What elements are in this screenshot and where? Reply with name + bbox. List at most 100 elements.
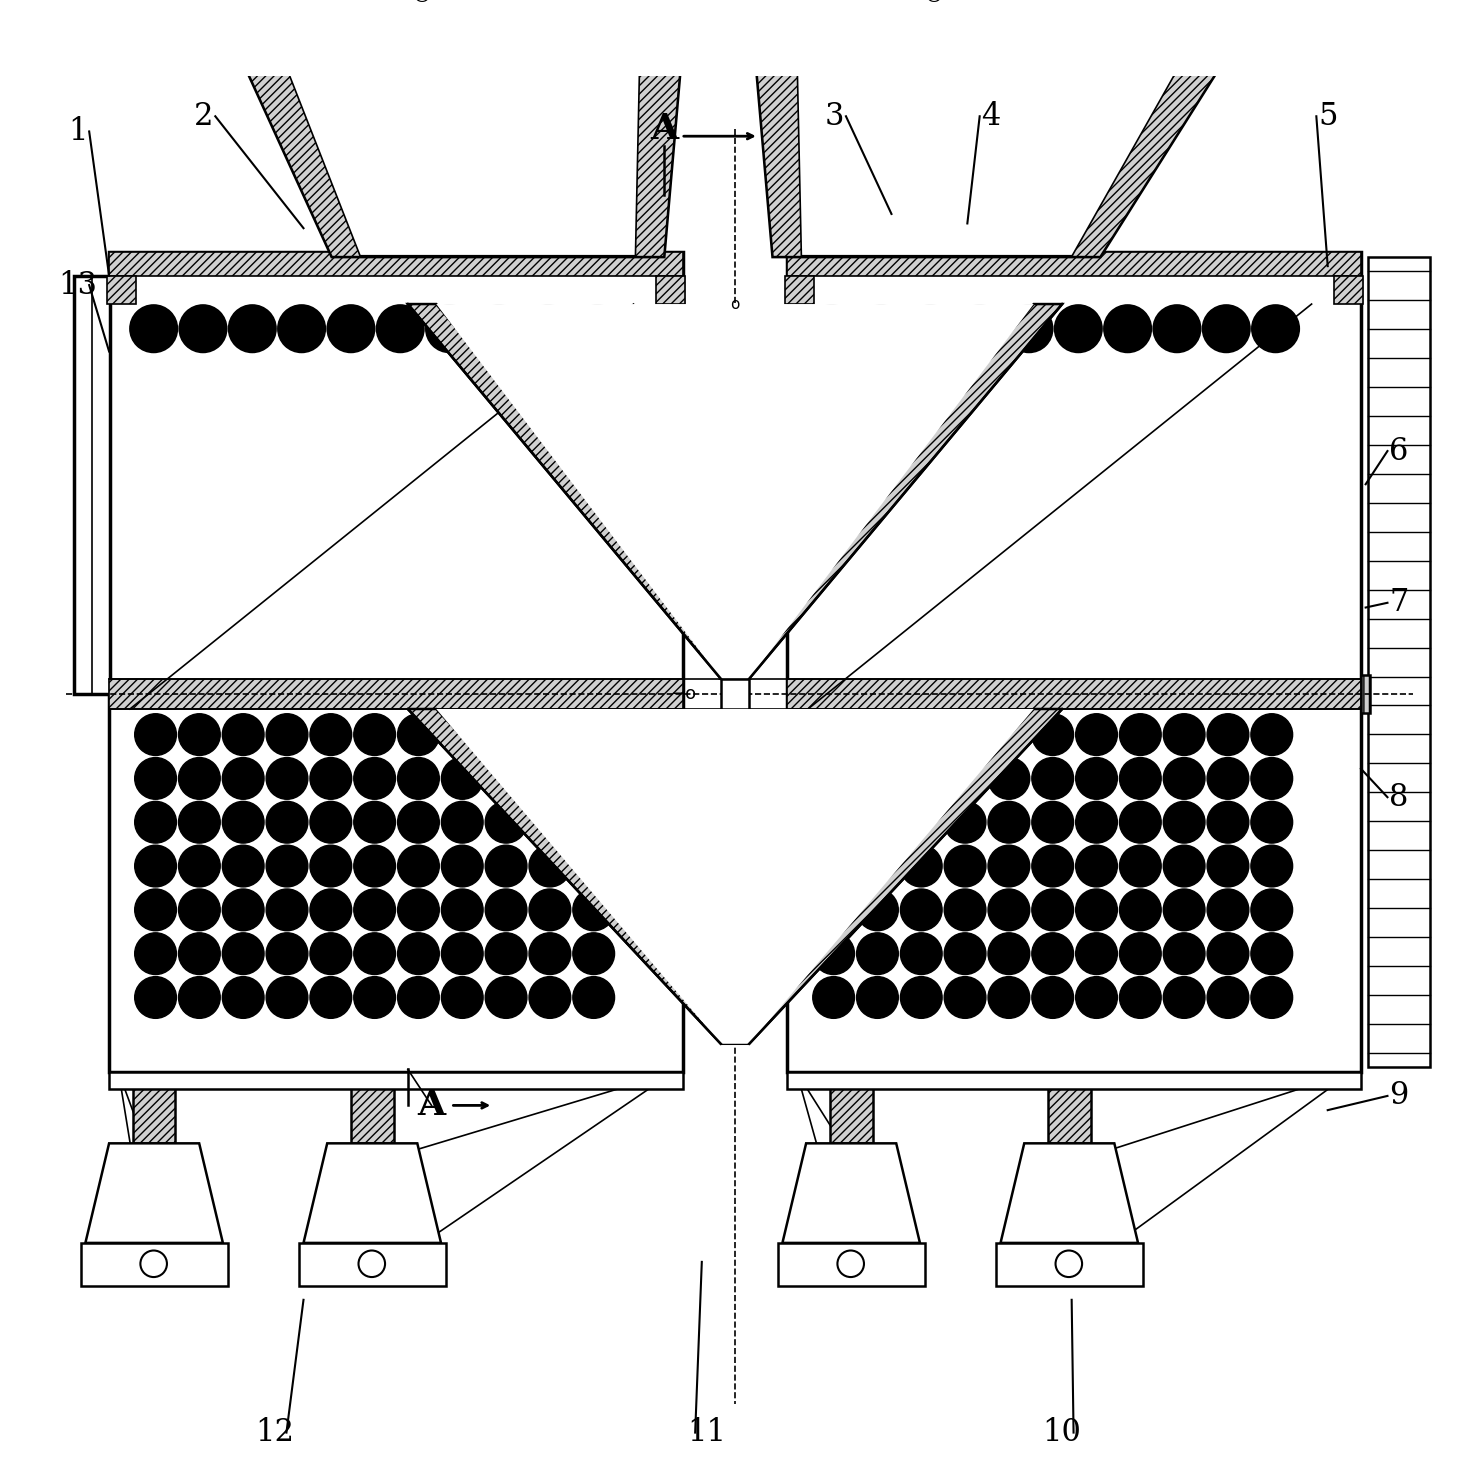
Circle shape [266, 845, 307, 887]
Circle shape [573, 801, 614, 844]
Circle shape [944, 889, 986, 931]
Circle shape [1032, 845, 1073, 887]
Circle shape [988, 932, 1030, 974]
Circle shape [354, 758, 395, 799]
Bar [351, 1072, 394, 1144]
Circle shape [1163, 977, 1205, 1018]
Polygon shape [407, 709, 750, 1043]
Circle shape [397, 801, 440, 844]
Circle shape [529, 713, 570, 755]
Circle shape [1076, 977, 1117, 1018]
Bar [786, 252, 1361, 275]
Bar [863, 0, 1005, 30]
Circle shape [988, 845, 1030, 887]
Circle shape [901, 889, 942, 931]
Circle shape [178, 801, 220, 844]
Circle shape [1076, 713, 1117, 755]
Circle shape [988, 758, 1030, 799]
Circle shape [901, 758, 942, 799]
Circle shape [397, 758, 440, 799]
Circle shape [901, 713, 942, 755]
Circle shape [441, 713, 484, 755]
Circle shape [1251, 801, 1292, 844]
Circle shape [1120, 713, 1161, 755]
Circle shape [901, 932, 942, 974]
Circle shape [813, 758, 854, 799]
Circle shape [310, 801, 351, 844]
Circle shape [857, 305, 904, 352]
Text: 7: 7 [1389, 588, 1408, 619]
Bar [1335, 275, 1363, 303]
Circle shape [228, 305, 276, 352]
Circle shape [1120, 845, 1161, 887]
Circle shape [222, 845, 265, 887]
Circle shape [857, 977, 898, 1018]
Circle shape [1032, 713, 1073, 755]
Circle shape [1163, 801, 1205, 844]
Circle shape [573, 889, 614, 931]
Polygon shape [754, 38, 801, 256]
Circle shape [944, 977, 986, 1018]
Text: 12: 12 [256, 1416, 294, 1447]
Circle shape [397, 932, 440, 974]
Circle shape [178, 845, 220, 887]
Bar [778, 1243, 925, 1286]
Circle shape [178, 932, 220, 974]
Circle shape [944, 845, 986, 887]
Circle shape [1207, 977, 1250, 1018]
Circle shape [135, 713, 176, 755]
Circle shape [179, 305, 226, 352]
Bar [298, 1243, 445, 1286]
Circle shape [1163, 845, 1205, 887]
Polygon shape [635, 38, 684, 256]
Circle shape [901, 845, 942, 887]
Circle shape [266, 977, 307, 1018]
Circle shape [1251, 758, 1292, 799]
Circle shape [813, 801, 854, 844]
Circle shape [1076, 845, 1117, 887]
Polygon shape [1001, 1144, 1138, 1243]
Circle shape [485, 845, 526, 887]
Circle shape [1076, 801, 1117, 844]
Circle shape [328, 305, 375, 352]
Circle shape [907, 305, 954, 352]
Text: −o: −o [670, 685, 695, 703]
Polygon shape [782, 1144, 920, 1243]
Circle shape [441, 845, 484, 887]
Circle shape [485, 758, 526, 799]
Circle shape [178, 758, 220, 799]
Circle shape [1163, 713, 1205, 755]
Bar [995, 1243, 1142, 1286]
Circle shape [944, 801, 986, 844]
Circle shape [222, 932, 265, 974]
Text: 9: 9 [1389, 1080, 1408, 1111]
Bar [1369, 256, 1430, 1067]
Circle shape [475, 305, 522, 352]
Bar [831, 1072, 873, 1144]
Circle shape [1076, 932, 1117, 974]
Circle shape [376, 305, 423, 352]
Circle shape [529, 932, 570, 974]
Circle shape [310, 845, 351, 887]
Bar [107, 275, 135, 303]
Circle shape [1032, 977, 1073, 1018]
Circle shape [310, 713, 351, 755]
Circle shape [857, 845, 898, 887]
Circle shape [988, 801, 1030, 844]
Circle shape [485, 713, 526, 755]
Circle shape [426, 305, 473, 352]
Circle shape [222, 977, 265, 1018]
Circle shape [1154, 305, 1201, 352]
Circle shape [813, 713, 854, 755]
Bar [1361, 675, 1370, 713]
Circle shape [1120, 801, 1161, 844]
Text: 6: 6 [1389, 435, 1408, 466]
Circle shape [857, 889, 898, 931]
Circle shape [354, 932, 395, 974]
Polygon shape [1072, 38, 1238, 256]
Text: O: O [413, 0, 431, 7]
Bar [786, 1072, 1361, 1089]
Bar [109, 252, 684, 275]
Circle shape [485, 932, 526, 974]
Polygon shape [85, 1144, 223, 1243]
